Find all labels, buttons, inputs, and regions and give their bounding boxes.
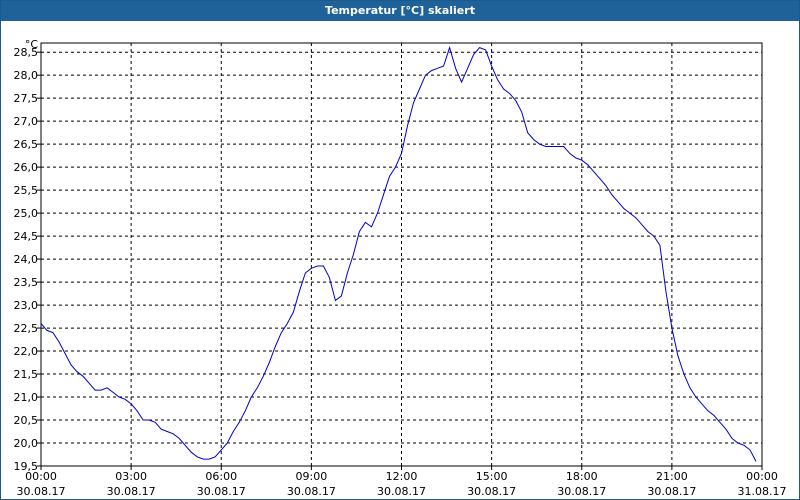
x-tick-time-label: 00:00 bbox=[746, 470, 778, 483]
x-axis-ticks: 00:00 30.08.17 03:00 30.08.17 06:00 30.08.17 0… bbox=[17, 466, 787, 498]
x-tick-date-label: 30.08.17 bbox=[377, 485, 426, 498]
y-tick-label: 23,0 bbox=[14, 299, 39, 312]
y-tick-label: 19,5 bbox=[14, 460, 39, 473]
x-tick-time-label: 09:00 bbox=[296, 470, 328, 483]
y-tick-label: 27,0 bbox=[14, 115, 39, 128]
y-tick-label: 20,5 bbox=[14, 414, 39, 427]
y-tick-label: 27,5 bbox=[14, 92, 39, 105]
temperature-chart: 19,5 20,0 20,5 21,0 21,5 22,0 22,5 23,0 23,5 24,0… bbox=[14, 38, 787, 498]
x-tick-date-label: 30.08.17 bbox=[647, 485, 696, 498]
x-tick-time-label: 03:00 bbox=[115, 470, 147, 483]
x-tick-date-label: 30.08.17 bbox=[107, 485, 156, 498]
y-tick-label: 25,0 bbox=[14, 207, 39, 220]
y-tick-label: 28,5 bbox=[14, 46, 39, 59]
y-tick-label: 26,5 bbox=[14, 138, 39, 151]
x-tick-date-label: 31.08.17 bbox=[738, 485, 787, 498]
x-tick-date-label: 30.08.17 bbox=[197, 485, 246, 498]
x-tick-date-label: 30.08.17 bbox=[557, 485, 606, 498]
y-tick-label: 20,0 bbox=[14, 437, 39, 450]
x-tick-time-label: 15:00 bbox=[476, 470, 508, 483]
x-tick-time-label: 21:00 bbox=[656, 470, 688, 483]
y-tick-label: 21,0 bbox=[14, 391, 39, 404]
x-tick-date-label: 30.08.17 bbox=[17, 485, 66, 498]
y-tick-label: 24,0 bbox=[14, 253, 39, 266]
y-tick-label: 21,5 bbox=[14, 368, 39, 381]
x-tick-date-label: 30.08.17 bbox=[287, 485, 336, 498]
grid-lines bbox=[41, 43, 762, 467]
x-tick-time-label: 00:00 bbox=[25, 470, 57, 483]
temperature-series-line bbox=[40, 45, 757, 462]
x-tick-date-label: 30.08.17 bbox=[467, 485, 516, 498]
y-tick-label: 28,0 bbox=[14, 69, 39, 82]
y-tick-label: 22,5 bbox=[14, 322, 39, 335]
window-title: Temperatur [°C] skaliert bbox=[1, 1, 799, 21]
y-tick-label: 22,0 bbox=[14, 345, 39, 358]
y-tick-label: 24,5 bbox=[14, 230, 39, 243]
y-tick-label: 25,5 bbox=[14, 184, 39, 197]
x-tick-time-label: 12:00 bbox=[386, 470, 418, 483]
x-tick-time-label: 18:00 bbox=[566, 470, 598, 483]
y-axis-unit-label: °C bbox=[25, 38, 39, 51]
y-axis-ticks: 19,5 20,0 20,5 21,0 21,5 22,0 22,5 23,0 23,5 24,0… bbox=[14, 46, 41, 473]
series-group bbox=[40, 45, 757, 462]
y-tick-label: 26,0 bbox=[14, 161, 39, 174]
x-tick-time-label: 06:00 bbox=[205, 470, 237, 483]
y-tick-label: 23,5 bbox=[14, 276, 39, 289]
